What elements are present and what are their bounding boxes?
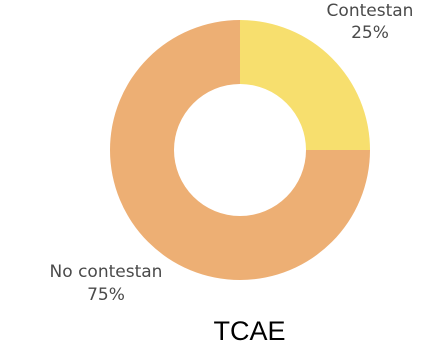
slice-label-contestan-value: 25% <box>351 23 389 43</box>
chart-title: TCAE <box>213 316 286 346</box>
slice-label-no-contestan-value: 75% <box>87 285 125 305</box>
donut-hole <box>174 84 306 216</box>
slice-label-no-contestan-name: No contestan <box>50 262 163 282</box>
slice-label-contestan-name: Contestan <box>327 1 414 21</box>
